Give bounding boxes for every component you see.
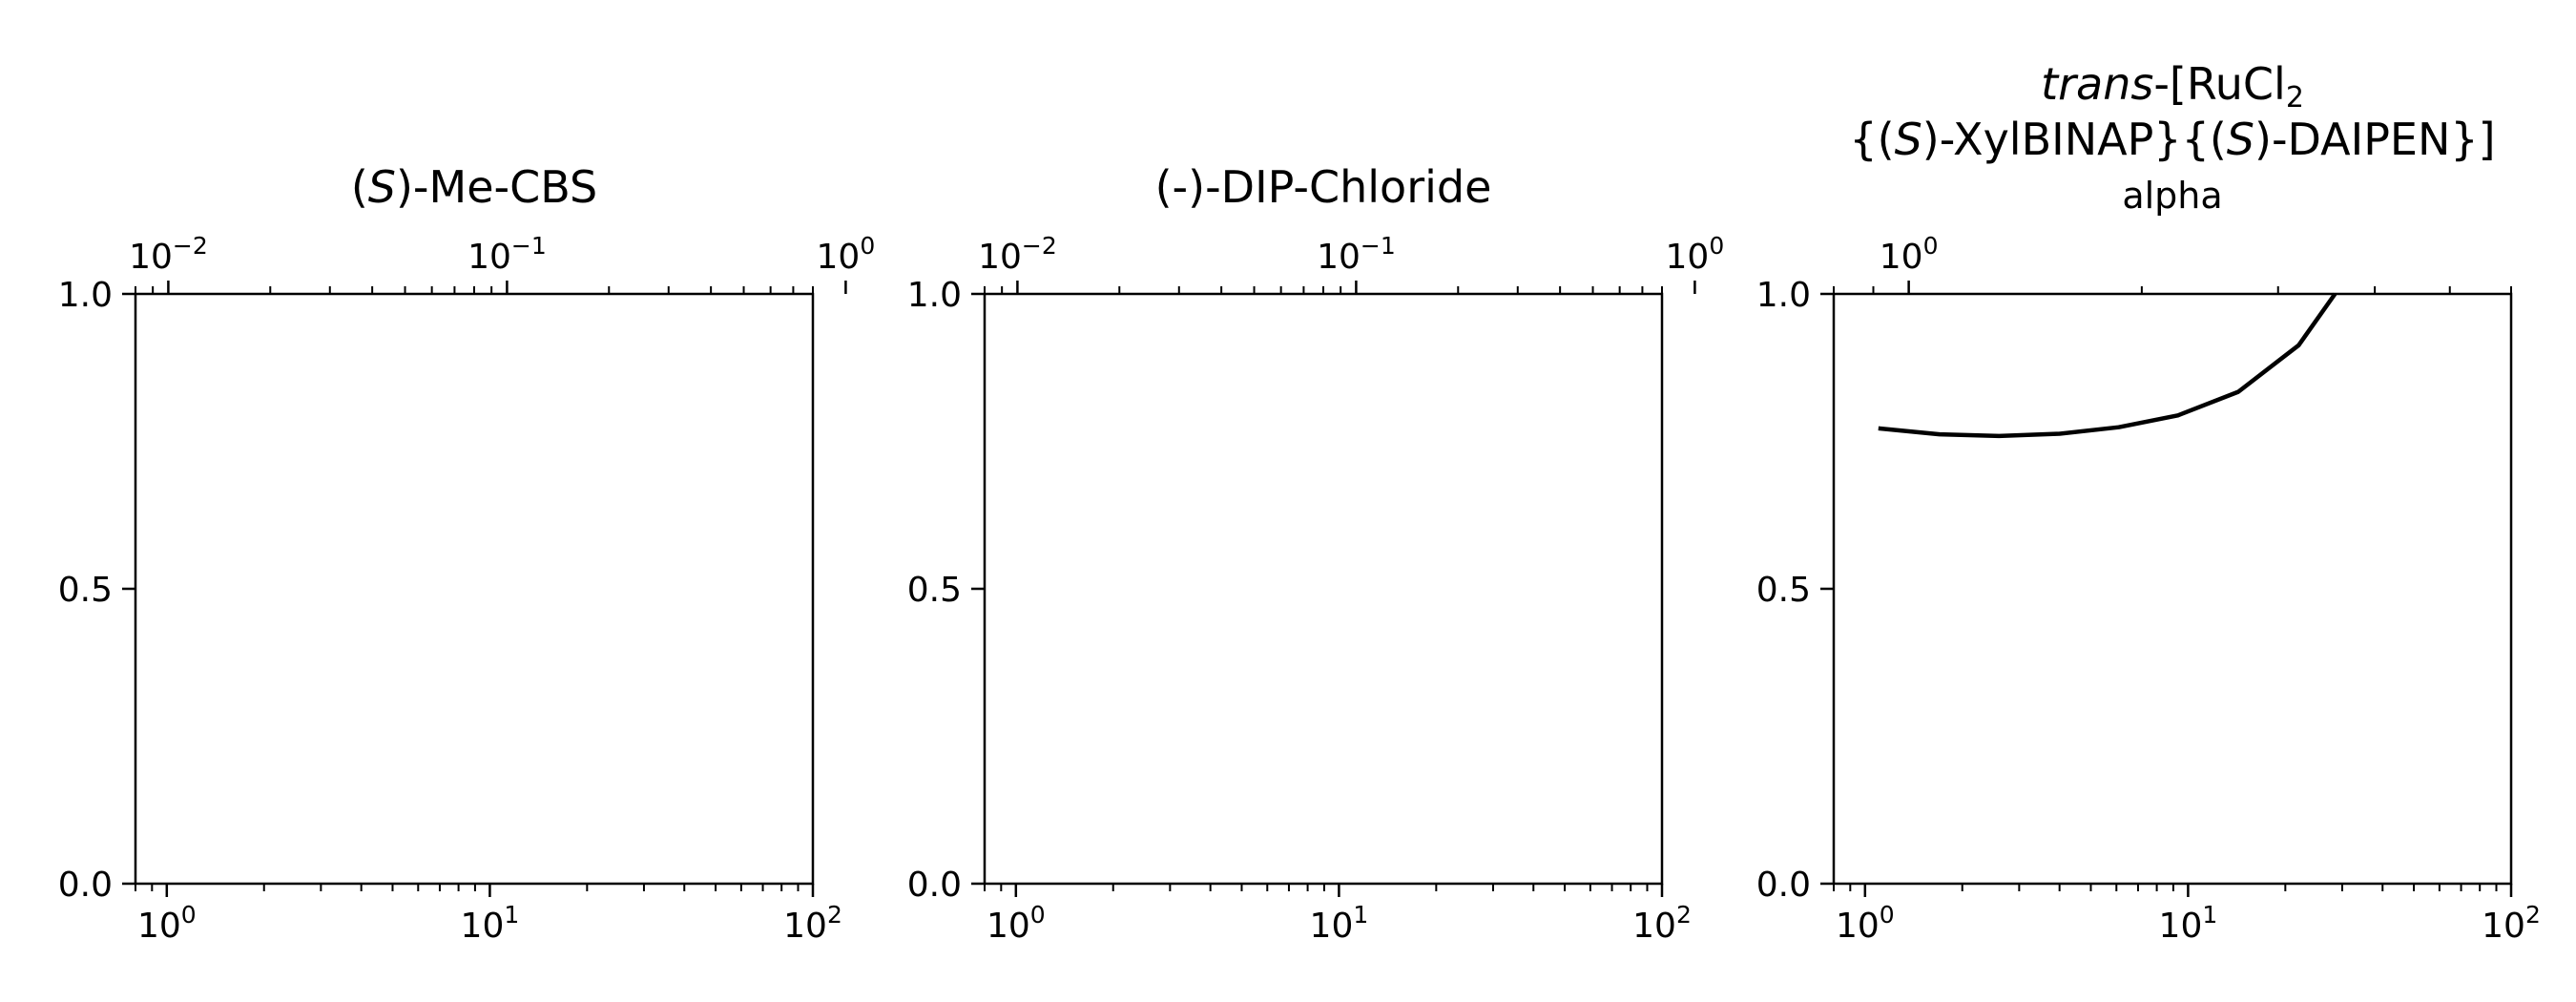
x-tick-label: 100 bbox=[1836, 901, 1895, 946]
top-x-tick-label: 100 bbox=[1880, 232, 1939, 277]
top-x-tick-label: 10−1 bbox=[467, 232, 547, 277]
y-tick-label: 0.5 bbox=[907, 571, 962, 610]
chart-title-line: trans-[RuCl2 bbox=[2041, 58, 2304, 115]
plot-frame bbox=[983, 292, 1664, 886]
x-tick-label: 101 bbox=[461, 901, 520, 946]
top-x-tick-label: 10−1 bbox=[1317, 232, 1396, 277]
chart-title-line: {(S)-XylBINAP}{(S)-DAIPEN}] bbox=[1849, 114, 2495, 165]
x-tick-label: 100 bbox=[137, 901, 197, 946]
y-tick-label: 0.0 bbox=[58, 866, 113, 905]
plot-frame bbox=[134, 292, 815, 886]
y-tick-label: 1.0 bbox=[58, 276, 113, 315]
top-x-axis-label: alpha bbox=[2122, 175, 2222, 217]
x-tick-label: 102 bbox=[1632, 901, 1692, 946]
y-tick-label: 0.0 bbox=[907, 866, 962, 905]
y-tick-label: 0.5 bbox=[58, 571, 113, 610]
chart-panel-ru-catalyst: 100 101 102 100 0.0 0.5 1.0 trans-[RuCl2{(S)-Xy… bbox=[1756, 58, 2541, 946]
top-x-tick-label: 10−2 bbox=[129, 232, 208, 277]
top-x-tick-label: 100 bbox=[817, 232, 876, 277]
top-x-tick-label: 10−2 bbox=[978, 232, 1057, 277]
x-tick-label: 101 bbox=[2159, 901, 2218, 946]
chart-title: (-)-DIP-Chloride bbox=[1155, 161, 1492, 213]
x-tick-label: 102 bbox=[2482, 901, 2541, 946]
chart-panel-dip-chloride: 100 101 102 10−2 10−1 100 0.0 0.5 1.0 (-)-DIP-Chl… bbox=[907, 161, 1725, 946]
top-x-tick-label: 100 bbox=[1666, 232, 1725, 277]
y-tick-label: 0.5 bbox=[1756, 571, 1811, 610]
x-tick-label: 101 bbox=[1310, 901, 1369, 946]
plot-frame bbox=[1832, 292, 2513, 886]
x-tick-label: 102 bbox=[783, 901, 842, 946]
chart-title: (S)-Me-CBS bbox=[351, 161, 597, 213]
y-tick-label: 1.0 bbox=[1756, 276, 1811, 315]
y-tick-label: 0.0 bbox=[1756, 866, 1811, 905]
x-tick-label: 100 bbox=[987, 901, 1046, 946]
series-line bbox=[1878, 292, 2337, 439]
chart-panel-me-cbs: 100 101 102 10−2 10−1 100 0.0 0.5 1.0 (S)-Me-CBS bbox=[58, 161, 876, 946]
y-tick-label: 1.0 bbox=[907, 276, 962, 315]
